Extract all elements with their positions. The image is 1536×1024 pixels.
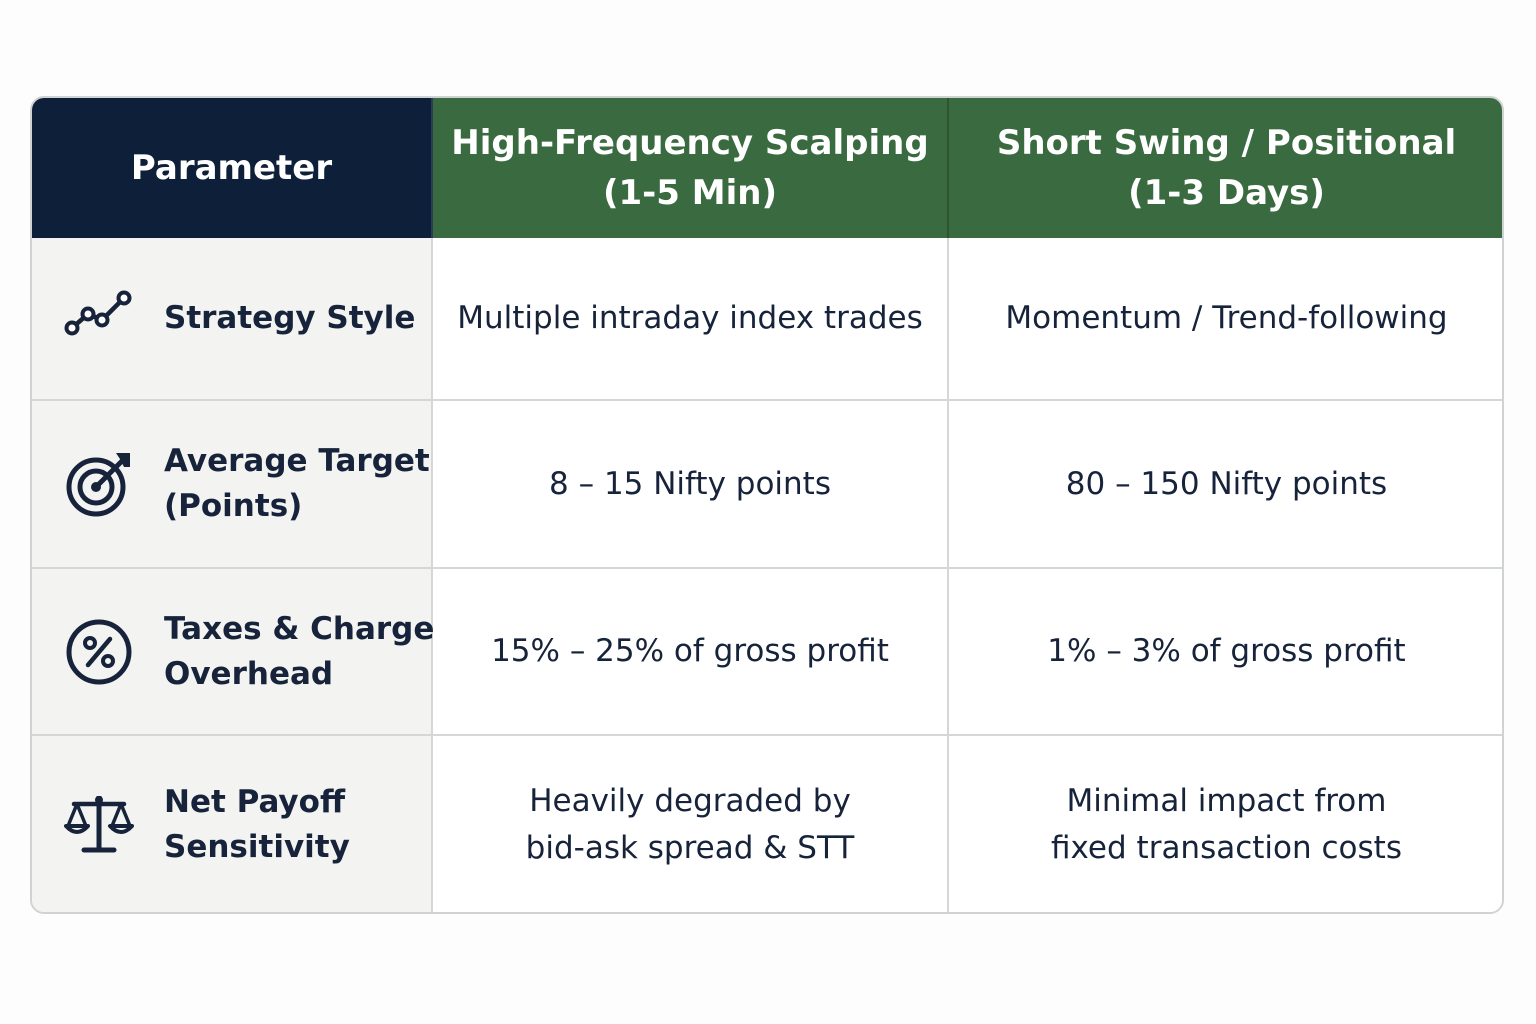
row-average-target-param: Average Target (Points) xyxy=(32,401,433,569)
row-taxes-charges-swing-text: 1% – 3% of gross profit xyxy=(1047,633,1406,669)
row-net-payoff-swing-line1: Minimal impact from xyxy=(1066,783,1387,819)
row-taxes-charges-scalping: 15% – 25% of gross profit xyxy=(433,569,949,736)
header-scalping-title: High-Frequency Scalping xyxy=(451,123,929,163)
header-swing: Short Swing / Positional (1-3 Days) xyxy=(949,98,1502,238)
header-swing-duration: (1-3 Days) xyxy=(1128,173,1325,213)
row-net-payoff-param: Net Payoff Sensitivity xyxy=(32,736,433,912)
header-parameter: Parameter xyxy=(32,98,433,238)
row-average-target-scalping-text: 8 – 15 Nifty points xyxy=(549,465,831,502)
row-strategy-style-swing-text: Momentum / Trend-following xyxy=(1005,300,1448,336)
row-net-payoff-swing-line2: fixed transaction costs xyxy=(1051,830,1402,866)
header-scalping-duration: (1-5 Min) xyxy=(602,173,778,213)
header-parameter-label: Parameter xyxy=(130,148,333,188)
target-icon xyxy=(64,449,134,519)
comparison-grid: Parameter High-Frequency Scalping (1-5 M… xyxy=(32,98,1502,912)
row-strategy-style-label: Strategy Style xyxy=(164,296,415,341)
row-net-payoff-label-line1: Net Payoff xyxy=(164,784,346,820)
row-strategy-style-scalping-text: Multiple intraday index trades xyxy=(457,300,923,336)
row-strategy-style-param: Strategy Style xyxy=(32,238,433,401)
row-average-target-scalping: 8 – 15 Nifty points xyxy=(433,401,949,569)
row-average-target-label-line2: (Points) xyxy=(164,488,303,524)
row-average-target-label-line1: Average Target xyxy=(164,443,430,479)
row-strategy-style-scalping: Multiple intraday index trades xyxy=(433,238,949,401)
row-net-payoff-scalping-line2: bid-ask spread & STT xyxy=(525,830,855,866)
row-taxes-charges-label-line2: Overhead xyxy=(164,655,334,692)
row-strategy-style-label-line1: Strategy Style xyxy=(164,300,416,336)
row-taxes-charges-param: Taxes & Charges Overhead xyxy=(32,569,453,736)
header-scalping: High-Frequency Scalping (1-5 Min) xyxy=(433,98,949,238)
header-swing-title: Short Swing / Positional xyxy=(996,123,1457,163)
trend-line-icon xyxy=(64,284,134,354)
comparison-table: Parameter High-Frequency Scalping (1-5 M… xyxy=(30,96,1504,914)
row-net-payoff-swing: Minimal impact from fixed transaction co… xyxy=(949,736,1502,912)
row-net-payoff-label: Net Payoff Sensitivity xyxy=(164,780,350,870)
scales-icon xyxy=(64,790,134,860)
row-taxes-charges-swing: 1% – 3% of gross profit xyxy=(949,569,1502,736)
row-net-payoff-label-line2: Sensitivity xyxy=(164,829,350,865)
row-net-payoff-scalping: Heavily degraded by bid-ask spread & STT xyxy=(433,736,949,912)
row-average-target-label: Average Target (Points) xyxy=(164,439,430,529)
row-taxes-charges-scalping-text: 15% – 25% of gross profit xyxy=(491,633,889,669)
row-strategy-style-swing: Momentum / Trend-following xyxy=(949,238,1502,401)
row-taxes-charges-label-line1: Taxes & Charges xyxy=(164,610,453,647)
row-net-payoff-scalping-line1: Heavily degraded by xyxy=(529,783,851,819)
row-average-target-swing-text: 80 – 150 Nifty points xyxy=(1065,465,1388,502)
percent-icon xyxy=(64,617,134,687)
row-taxes-charges-label: Taxes & Charges Overhead xyxy=(164,607,453,697)
row-average-target-swing: 80 – 150 Nifty points xyxy=(949,401,1502,569)
